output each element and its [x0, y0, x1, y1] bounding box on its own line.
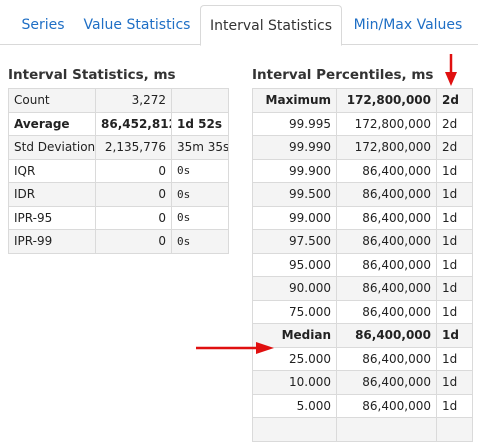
- row-label: 99.990: [252, 135, 337, 160]
- row-value: 86,400,000: [336, 393, 437, 418]
- tab-series[interactable]: Series: [21, 17, 65, 33]
- row-label: [252, 417, 337, 442]
- row-label: IDR: [8, 182, 96, 207]
- row-human-duration: [436, 417, 473, 442]
- table-row: [252, 417, 473, 442]
- row-human-duration: 1d: [436, 182, 473, 207]
- table-row: 10.000 86,400,000 1d: [252, 370, 473, 395]
- row-human-duration: 1d: [436, 370, 473, 395]
- row-value: 0: [95, 229, 172, 254]
- row-label: Average: [8, 111, 96, 136]
- row-label: 99.000: [252, 205, 337, 230]
- row-label: 99.500: [252, 182, 337, 207]
- table-row: IPR-99 0 0s: [8, 229, 229, 254]
- table-row: IDR 0 0s: [8, 182, 229, 207]
- table-row: 75.000 86,400,000 1d: [252, 299, 473, 324]
- row-value: 172,800,000: [336, 135, 437, 160]
- row-label: 75.000: [252, 299, 337, 324]
- row-human-duration: 35m 35s: [171, 135, 229, 160]
- table-row: Average 86,452,812 1d 52s: [8, 111, 229, 136]
- table-row: 95.000 86,400,000 1d: [252, 252, 473, 277]
- row-value: 86,400,000: [336, 182, 437, 207]
- table-row: 90.000 86,400,000 1d: [252, 276, 473, 301]
- row-human-duration: 1d 52s: [171, 111, 229, 136]
- row-human-duration: 1d: [436, 346, 473, 371]
- row-value: [336, 417, 437, 442]
- tab-value-statistics[interactable]: Value Statistics: [83, 17, 191, 33]
- table-row: 99.995 172,800,000 2d: [252, 111, 473, 136]
- right-arrow-icon: [196, 342, 274, 354]
- table-row: 25.000 86,400,000 1d: [252, 346, 473, 371]
- row-label: 99.995: [252, 111, 337, 136]
- row-label: IPR-95: [8, 205, 96, 230]
- interval-percentiles-heading: Interval Percentiles, ms: [252, 67, 434, 83]
- row-label: 90.000: [252, 276, 337, 301]
- table-row: Median 86,400,000 1d: [252, 323, 473, 348]
- row-value: 86,400,000: [336, 276, 437, 301]
- row-value: 2,135,776: [95, 135, 172, 160]
- tab-interval-statistics[interactable]: Interval Statistics: [200, 5, 342, 46]
- row-value: 86,400,000: [336, 323, 437, 348]
- row-human-duration: 1d: [436, 158, 473, 183]
- table-row: 99.000 86,400,000 1d: [252, 205, 473, 230]
- row-human-duration: 0s: [171, 229, 229, 254]
- row-human-duration: 2d: [436, 111, 473, 136]
- row-human-duration: 1d: [436, 276, 473, 301]
- row-human-duration: 1d: [436, 299, 473, 324]
- row-human-duration: 0s: [171, 205, 229, 230]
- row-label: 10.000: [252, 370, 337, 395]
- row-value: 86,400,000: [336, 158, 437, 183]
- interval-percentiles-table: Maximum 172,800,000 2d 99.995 172,800,000 2d 9…: [252, 88, 473, 442]
- tab-min-max-values[interactable]: Min/Max Values: [353, 17, 463, 33]
- tab-bar: Series Value Statistics Interval Statist…: [0, 0, 478, 46]
- row-human-duration: 1d: [436, 252, 473, 277]
- row-value: 86,400,000: [336, 252, 437, 277]
- row-label: 99.900: [252, 158, 337, 183]
- row-label: 5.000: [252, 393, 337, 418]
- row-human-duration: 1d: [436, 393, 473, 418]
- row-human-duration: 0s: [171, 158, 229, 183]
- row-label: Std Deviation: [8, 135, 96, 160]
- row-label: Median: [252, 323, 337, 348]
- row-human-duration: 1d: [436, 323, 473, 348]
- row-label: 97.500: [252, 229, 337, 254]
- row-value: 0: [95, 205, 172, 230]
- table-row: 5.000 86,400,000 1d: [252, 393, 473, 418]
- table-row: 99.990 172,800,000 2d: [252, 135, 473, 160]
- row-label: 95.000: [252, 252, 337, 277]
- row-label: Count: [8, 88, 96, 113]
- row-human-duration: 0s: [171, 182, 229, 207]
- interval-statistics-table: Count 3,272 Average 86,452,812 1d 52s Std Dev…: [8, 88, 229, 254]
- table-row: Count 3,272: [8, 88, 229, 113]
- table-row: Std Deviation 2,135,776 35m 35s: [8, 135, 229, 160]
- row-human-duration: 1d: [436, 229, 473, 254]
- row-value: 86,400,000: [336, 346, 437, 371]
- row-value: 172,800,000: [336, 111, 437, 136]
- row-label: IQR: [8, 158, 96, 183]
- row-human-duration: 2d: [436, 135, 473, 160]
- table-row: 97.500 86,400,000 1d: [252, 229, 473, 254]
- row-value: 86,400,000: [336, 205, 437, 230]
- row-value: 172,800,000: [336, 88, 437, 113]
- row-value: 86,400,000: [336, 229, 437, 254]
- row-value: 86,452,812: [95, 111, 172, 136]
- table-row: 99.900 86,400,000 1d: [252, 158, 473, 183]
- row-human-duration: 1d: [436, 205, 473, 230]
- down-arrow-icon: [445, 54, 457, 86]
- row-label: Maximum: [252, 88, 337, 113]
- table-row: IQR 0 0s: [8, 158, 229, 183]
- table-row: 99.500 86,400,000 1d: [252, 182, 473, 207]
- interval-statistics-heading: Interval Statistics, ms: [8, 67, 176, 83]
- row-value: 0: [95, 158, 172, 183]
- table-row: Maximum 172,800,000 2d: [252, 88, 473, 113]
- row-value: 3,272: [95, 88, 172, 113]
- row-human-duration: [171, 88, 229, 113]
- row-label: IPR-99: [8, 229, 96, 254]
- row-human-duration: 2d: [436, 88, 473, 113]
- row-value: 86,400,000: [336, 299, 437, 324]
- table-row: IPR-95 0 0s: [8, 205, 229, 230]
- row-value: 86,400,000: [336, 370, 437, 395]
- row-value: 0: [95, 182, 172, 207]
- row-label: 25.000: [252, 346, 337, 371]
